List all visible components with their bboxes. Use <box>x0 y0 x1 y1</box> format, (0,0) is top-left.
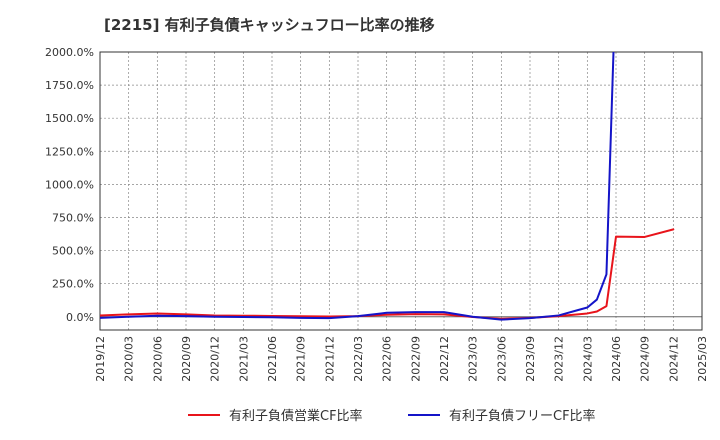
x-tick-label: 2019/12 <box>94 336 107 382</box>
series-line-1 <box>100 228 675 320</box>
x-tick-label: 2022/03 <box>352 336 365 382</box>
x-tick-label: 2025/03 <box>696 336 709 382</box>
plot-frame <box>99 51 703 331</box>
x-tick-label: 2020/09 <box>180 336 193 382</box>
series-layer <box>100 52 675 321</box>
x-tick-label: 2020/06 <box>151 336 164 382</box>
y-tick-label: 2000.0% <box>45 46 94 59</box>
y-tick-label: 1000.0% <box>45 178 94 191</box>
x-tick-label: 2023/09 <box>524 336 537 382</box>
legend-label: 有利子負債フリーCF比率 <box>449 408 596 424</box>
y-axis-ticks: 0.0% 250.0% 500.0% 750.0% 1000.0% 1250.0% 1500… <box>45 46 94 324</box>
x-tick-label: 2023/03 <box>467 336 480 382</box>
y-tick-label: 250.0% <box>52 278 94 291</box>
x-tick-label: 2020/03 <box>123 336 136 382</box>
x-tick-label: 2020/12 <box>209 336 222 382</box>
y-tick-label: 750.0% <box>52 211 94 224</box>
chart-title: [2215] 有利子負債キャッシュフロー比率の推移 <box>104 16 435 34</box>
legend: 有利子負債営業CF比率 有利子負債フリーCF比率 <box>188 408 596 424</box>
x-tick-label: 2024/06 <box>610 336 623 382</box>
legend-item-1: 有利子負債営業CF比率 <box>188 408 363 424</box>
x-tick-label: 2021/09 <box>295 336 308 382</box>
legend-item-2: 有利子負債フリーCF比率 <box>408 408 596 424</box>
horizontal-grid <box>100 84 702 285</box>
x-tick-label: 2021/12 <box>323 336 336 382</box>
x-tick-label: 2023/12 <box>553 336 566 382</box>
x-tick-label: 2021/03 <box>237 336 250 382</box>
x-tick-label: 2021/06 <box>266 336 279 382</box>
x-tick-label: 2022/12 <box>438 336 451 382</box>
x-tick-label: 2023/06 <box>495 336 508 382</box>
x-tick-label: 2024/03 <box>581 336 594 382</box>
x-tick-label: 2024/09 <box>639 336 652 382</box>
legend-label: 有利子負債営業CF比率 <box>229 408 363 424</box>
x-tick-label: 2024/12 <box>667 336 680 382</box>
x-axis-ticks: 2019/12 2020/03 2020/06 2020/09 2020/12 2021/… <box>94 336 709 382</box>
y-tick-label: 1500.0% <box>45 112 94 125</box>
x-tick-label: 2022/09 <box>409 336 422 382</box>
y-tick-label: 1750.0% <box>45 79 94 92</box>
x-tick-label: 2022/06 <box>381 336 394 382</box>
y-tick-label: 500.0% <box>52 245 94 258</box>
y-tick-label: 1250.0% <box>45 145 94 158</box>
series-line-2 <box>100 52 615 321</box>
y-tick-label: 0.0% <box>66 311 94 324</box>
